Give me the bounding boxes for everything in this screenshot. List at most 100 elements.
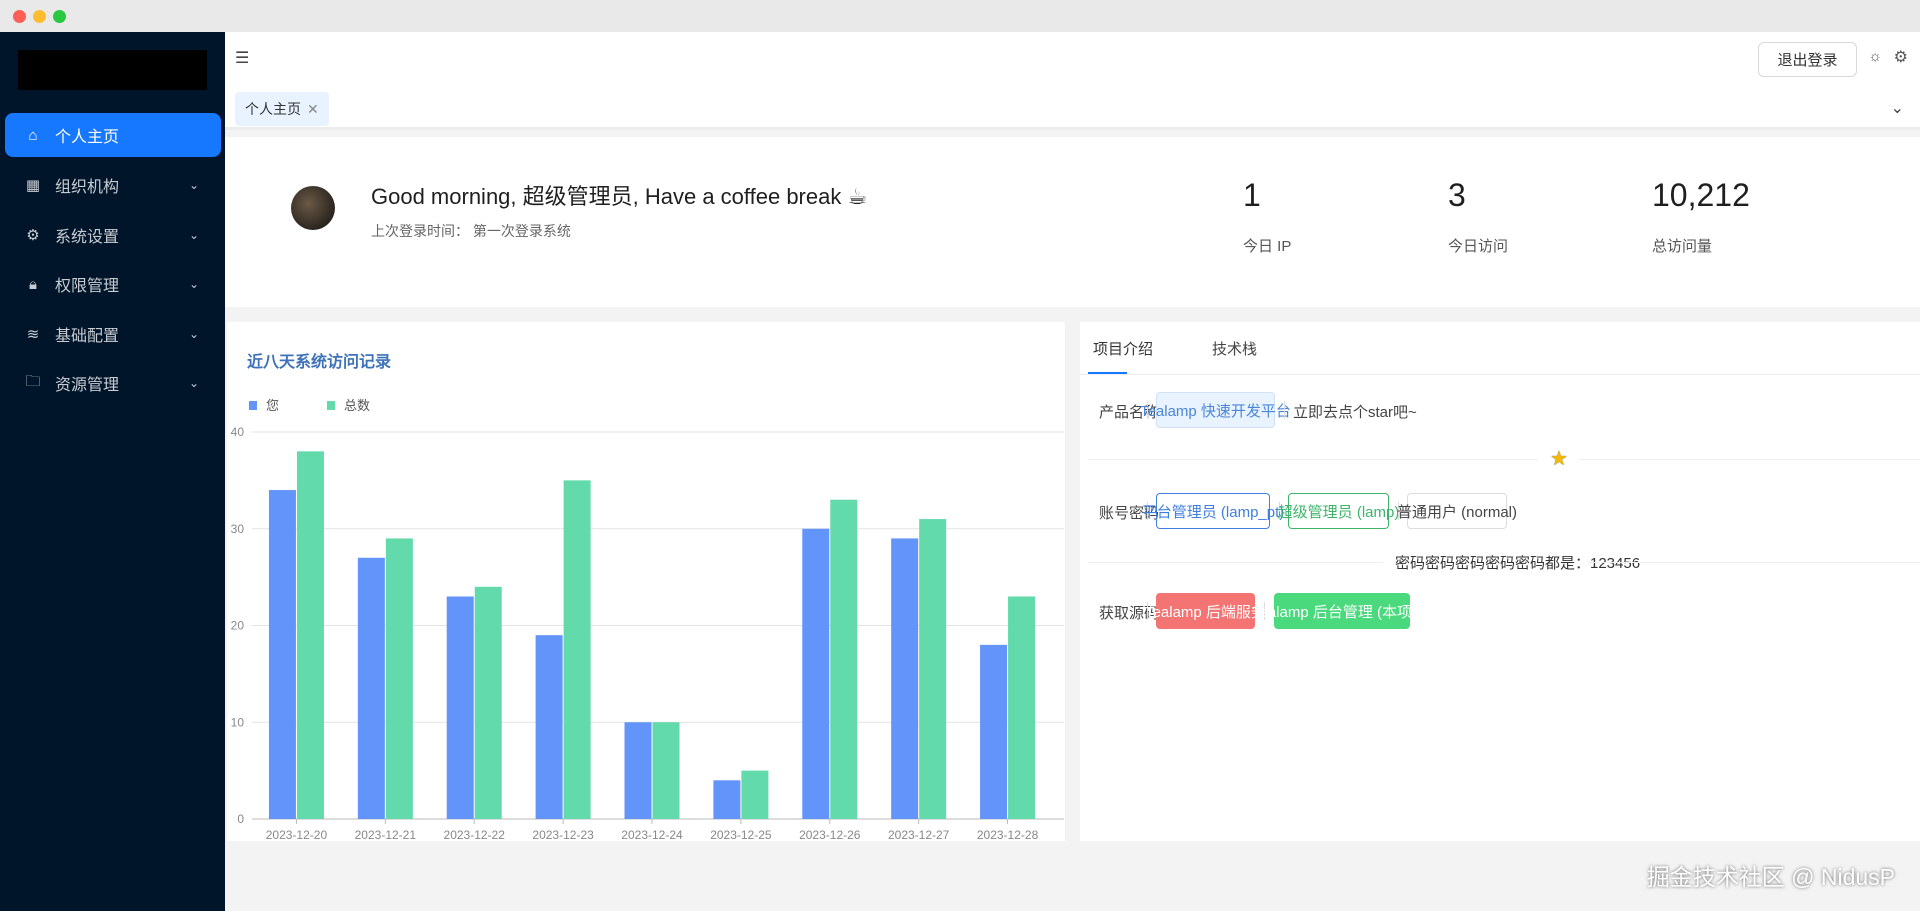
separator bbox=[1279, 502, 1280, 520]
admin-source-button[interactable]: Tealamp 后台管理 (本项目) bbox=[1252, 593, 1432, 629]
x-tick-label: 2023-12-25 bbox=[710, 828, 772, 841]
x-tick-label: 2023-12-20 bbox=[266, 828, 328, 841]
menu-fold-icon[interactable]: ☰ bbox=[235, 50, 250, 67]
account-normal-user[interactable]: 普通用户 (normal) bbox=[1397, 493, 1517, 529]
chevron-down-icon: ⌄ bbox=[188, 277, 199, 291]
divider bbox=[1088, 459, 1538, 460]
logout-button[interactable]: 退出登录 bbox=[1758, 42, 1857, 77]
chevron-down-icon: ⌄ bbox=[188, 178, 199, 192]
stat-today-ip-label: 今日 IP bbox=[1243, 238, 1292, 255]
star-prompt[interactable]: 立即去点个star吧~ bbox=[1293, 404, 1417, 421]
legend-label: 总数 bbox=[344, 398, 370, 413]
legend-swatch bbox=[327, 401, 335, 410]
sidebar: ⌂ 个人主页 ▦ 组织机构 ⌄ ⚙ 系统设置 ⌄ 🔒︎ 权限管理 ⌄ ≋ 基础配置 ⌄ 🗀 资源管理… bbox=[0, 32, 225, 911]
bar-you bbox=[891, 538, 919, 819]
separator bbox=[1147, 602, 1148, 620]
settings-icon: ⚙ bbox=[26, 227, 40, 244]
sidebar-item-home[interactable]: ⌂ 个人主页 bbox=[5, 113, 221, 157]
project-card: 项目介绍 技术栈 产品名称 Tealamp 快速开发平台 立即去点个star吧~… bbox=[1080, 322, 1920, 841]
sidebar-item-label: 组织机构 bbox=[55, 179, 120, 196]
last-login-value: 第一次登录系统 bbox=[472, 223, 571, 239]
avatar bbox=[291, 186, 335, 230]
stat-total-visits-value: 10,212 bbox=[1652, 177, 1750, 213]
welcome-card: Good morning, 超级管理员, Have a coffee break… bbox=[225, 137, 1920, 307]
chevron-down-icon[interactable]: ⌄ bbox=[1890, 100, 1904, 117]
x-tick-label: 2023-12-28 bbox=[977, 828, 1039, 841]
backend-source-button[interactable]: Tealamp 后端服务 bbox=[1145, 593, 1266, 629]
legend-label: 您 bbox=[266, 398, 279, 413]
home-icon: ⌂ bbox=[28, 126, 38, 144]
tab-project-intro[interactable]: 项目介绍 bbox=[1093, 341, 1154, 358]
sidebar-item-basic-config[interactable]: ≋ 基础配置 ⌄ bbox=[5, 312, 221, 356]
window-titlebar bbox=[0, 0, 1920, 32]
tab-home[interactable]: 个人主页 ✕ bbox=[235, 92, 329, 126]
sidebar-item-label: 系统设置 bbox=[55, 229, 120, 246]
bar-total bbox=[296, 451, 324, 819]
account-label: 账号密码 bbox=[1099, 505, 1160, 522]
layers-icon: ≋ bbox=[26, 326, 40, 343]
folder-settings-icon: 🗀 bbox=[25, 372, 41, 390]
sidebar-item-resource[interactable]: 🗀 资源管理 ⌄ bbox=[5, 361, 221, 405]
bar-total bbox=[741, 770, 769, 819]
gear-icon[interactable]: ⚙ bbox=[1893, 49, 1908, 66]
separator bbox=[1284, 401, 1285, 419]
tab-tech-stack[interactable]: 技术栈 bbox=[1212, 341, 1258, 358]
bar-total bbox=[474, 586, 502, 819]
minimize-window-button[interactable] bbox=[33, 10, 46, 23]
x-tick-label: 2023-12-22 bbox=[444, 828, 506, 841]
sun-icon[interactable]: ☼ bbox=[1868, 48, 1882, 65]
y-tick-label: 30 bbox=[231, 522, 245, 536]
divider bbox=[1088, 562, 1383, 563]
chart-title: 近八天系统访问记录 bbox=[247, 354, 392, 371]
bar-total bbox=[563, 480, 591, 819]
source-label: 获取源码 bbox=[1099, 605, 1160, 622]
separator bbox=[1147, 401, 1148, 419]
separator bbox=[1147, 502, 1148, 520]
building-icon: ▦ bbox=[25, 177, 41, 194]
product-tag[interactable]: Tealamp 快速开发平台 bbox=[1140, 392, 1291, 428]
sidebar-item-system[interactable]: ⚙ 系统设置 ⌄ bbox=[5, 213, 221, 257]
divider bbox=[1588, 562, 1920, 563]
sidebar-item-permission[interactable]: 🔒︎ 权限管理 ⌄ bbox=[5, 262, 221, 306]
bar-you bbox=[535, 635, 563, 819]
bar-you bbox=[357, 557, 385, 819]
bar-you bbox=[268, 490, 296, 819]
bar-you bbox=[980, 644, 1008, 819]
divider bbox=[1580, 459, 1920, 460]
chevron-down-icon: ⌄ bbox=[188, 228, 199, 242]
bar-you bbox=[624, 722, 652, 819]
tabs-bar: 个人主页 ✕ ⌄ bbox=[225, 90, 1920, 130]
bar-total bbox=[919, 519, 947, 819]
chevron-down-icon: ⌄ bbox=[188, 327, 199, 341]
sidebar-item-org[interactable]: ▦ 组织机构 ⌄ bbox=[5, 163, 221, 207]
lock-icon: 🔒︎ bbox=[29, 275, 37, 293]
bar-you bbox=[713, 780, 741, 819]
x-tick-label: 2023-12-21 bbox=[355, 828, 417, 841]
maximize-window-button[interactable] bbox=[53, 10, 66, 23]
x-tick-label: 2023-12-23 bbox=[532, 828, 594, 841]
product-label: 产品名称 bbox=[1099, 404, 1160, 421]
visit-chart-card: 近八天系统访问记录 0 10 20 30 40 您 总数 2023-12-20 2023-12-… bbox=[227, 322, 1065, 841]
legend-swatch bbox=[249, 401, 257, 410]
close-window-button[interactable] bbox=[13, 10, 26, 23]
header: ☰ 退出登录 ☼ ⚙ bbox=[225, 32, 1920, 90]
close-icon[interactable]: ✕ bbox=[307, 100, 319, 117]
x-tick-label: 2023-12-24 bbox=[621, 828, 683, 841]
account-super-admin[interactable]: 超级管理员 (lamp) bbox=[1278, 493, 1399, 529]
greeting: Good morning, 超级管理员, Have a coffee break… bbox=[371, 184, 868, 209]
chevron-down-icon: ⌄ bbox=[188, 376, 199, 390]
stat-total-visits-label: 总访问量 bbox=[1652, 238, 1713, 255]
last-login-label: 上次登录时间： bbox=[371, 223, 469, 239]
watermark: 掘金技术社区 @ NidusP bbox=[1646, 864, 1895, 890]
separator bbox=[1264, 602, 1265, 620]
divider bbox=[1080, 374, 1920, 375]
separator bbox=[1398, 502, 1399, 520]
bar-chart: 0 10 20 30 40 您 总数 2023-12-20 2023-12-21 2023-12-… bbox=[231, 398, 1064, 841]
stat-today-visits-value: 3 bbox=[1448, 177, 1466, 213]
tab-label: 个人主页 bbox=[245, 101, 301, 117]
bar-total bbox=[1008, 596, 1036, 819]
sidebar-item-label: 个人主页 bbox=[55, 129, 120, 146]
account-platform-admin[interactable]: 平台管理员 (lamp_pt) bbox=[1142, 493, 1284, 529]
stat-today-visits-label: 今日访问 bbox=[1448, 238, 1509, 255]
star-icon[interactable]: ★ bbox=[1550, 448, 1568, 470]
